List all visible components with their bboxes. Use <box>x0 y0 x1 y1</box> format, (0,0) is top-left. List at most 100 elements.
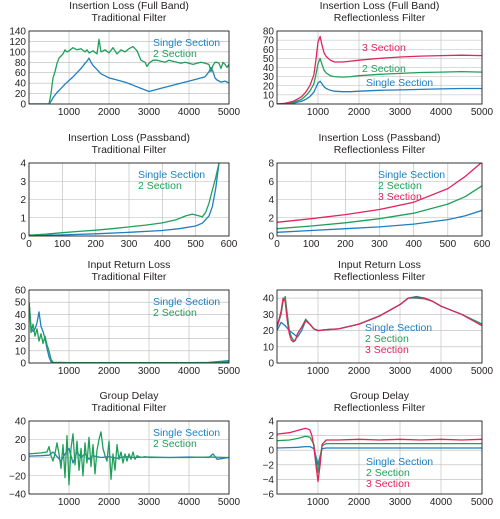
x-tick-label: 300 <box>121 239 138 250</box>
x-tick-label: 4000 <box>178 107 201 118</box>
series-line-3-section <box>277 296 482 343</box>
chart-title-line: Insertion Loss (Full Band) <box>69 0 189 12</box>
legend-entry: 2 Section <box>153 48 197 60</box>
y-tick-label: 120 <box>9 37 26 48</box>
x-tick-label: 400 <box>405 239 422 250</box>
x-tick-label: 2000 <box>98 497 121 508</box>
series-line-2-section <box>277 435 482 473</box>
x-tick-label: 2000 <box>348 366 371 377</box>
x-tick-label: 200 <box>87 239 104 250</box>
legend-entry: Single Section <box>153 427 220 439</box>
chart-panel-2: Insertion Loss (Passband)Traditional Fil… <box>20 132 237 250</box>
x-tick-label: 500 <box>187 239 204 250</box>
x-tick-label: 100 <box>54 239 71 250</box>
y-tick-label: 10 <box>15 346 27 357</box>
chart-title-line: Reflectionless Filter <box>334 144 426 156</box>
chart-panel-3: Insertion Loss (Passband)Reflectionless … <box>268 132 490 250</box>
y-tick-label: −20 <box>9 471 26 482</box>
legend-entry: 3 Section <box>365 344 409 356</box>
x-tick-label: 3000 <box>138 366 161 377</box>
chart-title-line: Input Return Loss <box>338 259 421 271</box>
chart-title-line: Reflectionless Filter <box>334 12 426 24</box>
y-tick-label: 50 <box>263 54 275 65</box>
y-tick-label: 40 <box>15 79 27 90</box>
plot-frame <box>28 420 230 495</box>
y-tick-label: 30 <box>263 72 275 83</box>
x-tick-label: 1000 <box>58 497 81 508</box>
y-tick-label: 0 <box>268 446 274 457</box>
chart-title-line: Reflectionless Filter <box>334 402 426 414</box>
y-tick-label: 100 <box>9 47 26 58</box>
y-tick-label: −6 <box>263 490 275 501</box>
y-tick-label: 20 <box>15 334 27 345</box>
y-tick-label: 3 <box>20 177 26 188</box>
x-tick-label: 0 <box>26 239 32 250</box>
y-tick-label: −2 <box>263 460 275 471</box>
series-line-3-section <box>277 163 482 223</box>
x-tick-label: 1000 <box>58 107 81 118</box>
y-tick-label: 8 <box>268 159 274 170</box>
x-tick-label: 1000 <box>58 366 81 377</box>
y-tick-label: 40 <box>15 417 27 428</box>
chart-title-line: Traditional Filter <box>92 402 167 414</box>
x-tick-label: 2000 <box>98 107 121 118</box>
y-tick-label: 20 <box>263 326 275 337</box>
y-tick-label: 20 <box>15 89 27 100</box>
x-tick-label: 300 <box>371 239 388 250</box>
x-tick-label: 400 <box>154 239 171 250</box>
series-line-2-section <box>29 431 229 486</box>
x-tick-label: 3000 <box>389 366 412 377</box>
x-tick-label: 2000 <box>348 107 371 118</box>
y-tick-label: 2 <box>20 195 26 206</box>
x-tick-label: 4000 <box>430 366 453 377</box>
legend-entry: 2 Section <box>153 307 197 319</box>
plot-frame <box>28 289 230 364</box>
y-tick-label: 6 <box>268 177 274 188</box>
legend-entry: 2 Section <box>138 180 182 192</box>
y-tick-label: −40 <box>9 490 26 501</box>
legend-entry: Single Section <box>378 169 445 181</box>
x-tick-label: 5000 <box>218 366 241 377</box>
plot-frame <box>28 162 230 237</box>
y-tick-label: 0 <box>20 359 26 370</box>
series-line-single-section <box>29 302 229 363</box>
legend-entry: 2 Section <box>378 180 422 192</box>
x-tick-label: 3000 <box>138 107 161 118</box>
chart-title-line: Group Delay <box>350 390 410 402</box>
series-line-single-section <box>29 163 220 236</box>
x-tick-label: 5000 <box>218 107 241 118</box>
x-tick-label: 3000 <box>389 107 412 118</box>
series-line-2-section <box>29 163 220 236</box>
y-tick-label: 0 <box>20 100 26 111</box>
series-line-2-section <box>29 302 229 363</box>
x-tick-label: 1000 <box>307 366 330 377</box>
y-tick-label: 80 <box>15 58 27 69</box>
y-tick-label: 10 <box>263 90 275 101</box>
y-tick-label: 40 <box>263 294 275 305</box>
y-tick-label: 50 <box>15 298 27 309</box>
y-tick-label: 60 <box>15 286 27 297</box>
series-line-3-section <box>277 427 482 483</box>
plot-frame <box>276 30 483 105</box>
x-tick-label: 600 <box>474 239 491 250</box>
legend-entry: Single Section <box>153 37 220 49</box>
chart-title-line: Insertion Loss (Full Band) <box>320 0 440 12</box>
y-tick-label: 2 <box>268 213 274 224</box>
y-tick-label: 4 <box>268 195 274 206</box>
plot-frame <box>28 30 230 105</box>
legend-entry: 2 Section <box>362 63 406 75</box>
y-tick-label: 40 <box>15 310 27 321</box>
x-tick-label: 0 <box>274 239 280 250</box>
y-tick-label: 40 <box>263 63 275 74</box>
y-tick-label: 4 <box>20 159 26 170</box>
legend-entry: Single Section <box>365 322 432 334</box>
legend-entry: 2 Section <box>153 438 197 450</box>
y-tick-label: 1 <box>20 213 26 224</box>
y-tick-label: 80 <box>263 27 275 38</box>
chart-title-line: Input Return Loss <box>88 259 171 271</box>
y-tick-label: 0 <box>20 453 26 464</box>
x-tick-label: 1000 <box>307 497 330 508</box>
